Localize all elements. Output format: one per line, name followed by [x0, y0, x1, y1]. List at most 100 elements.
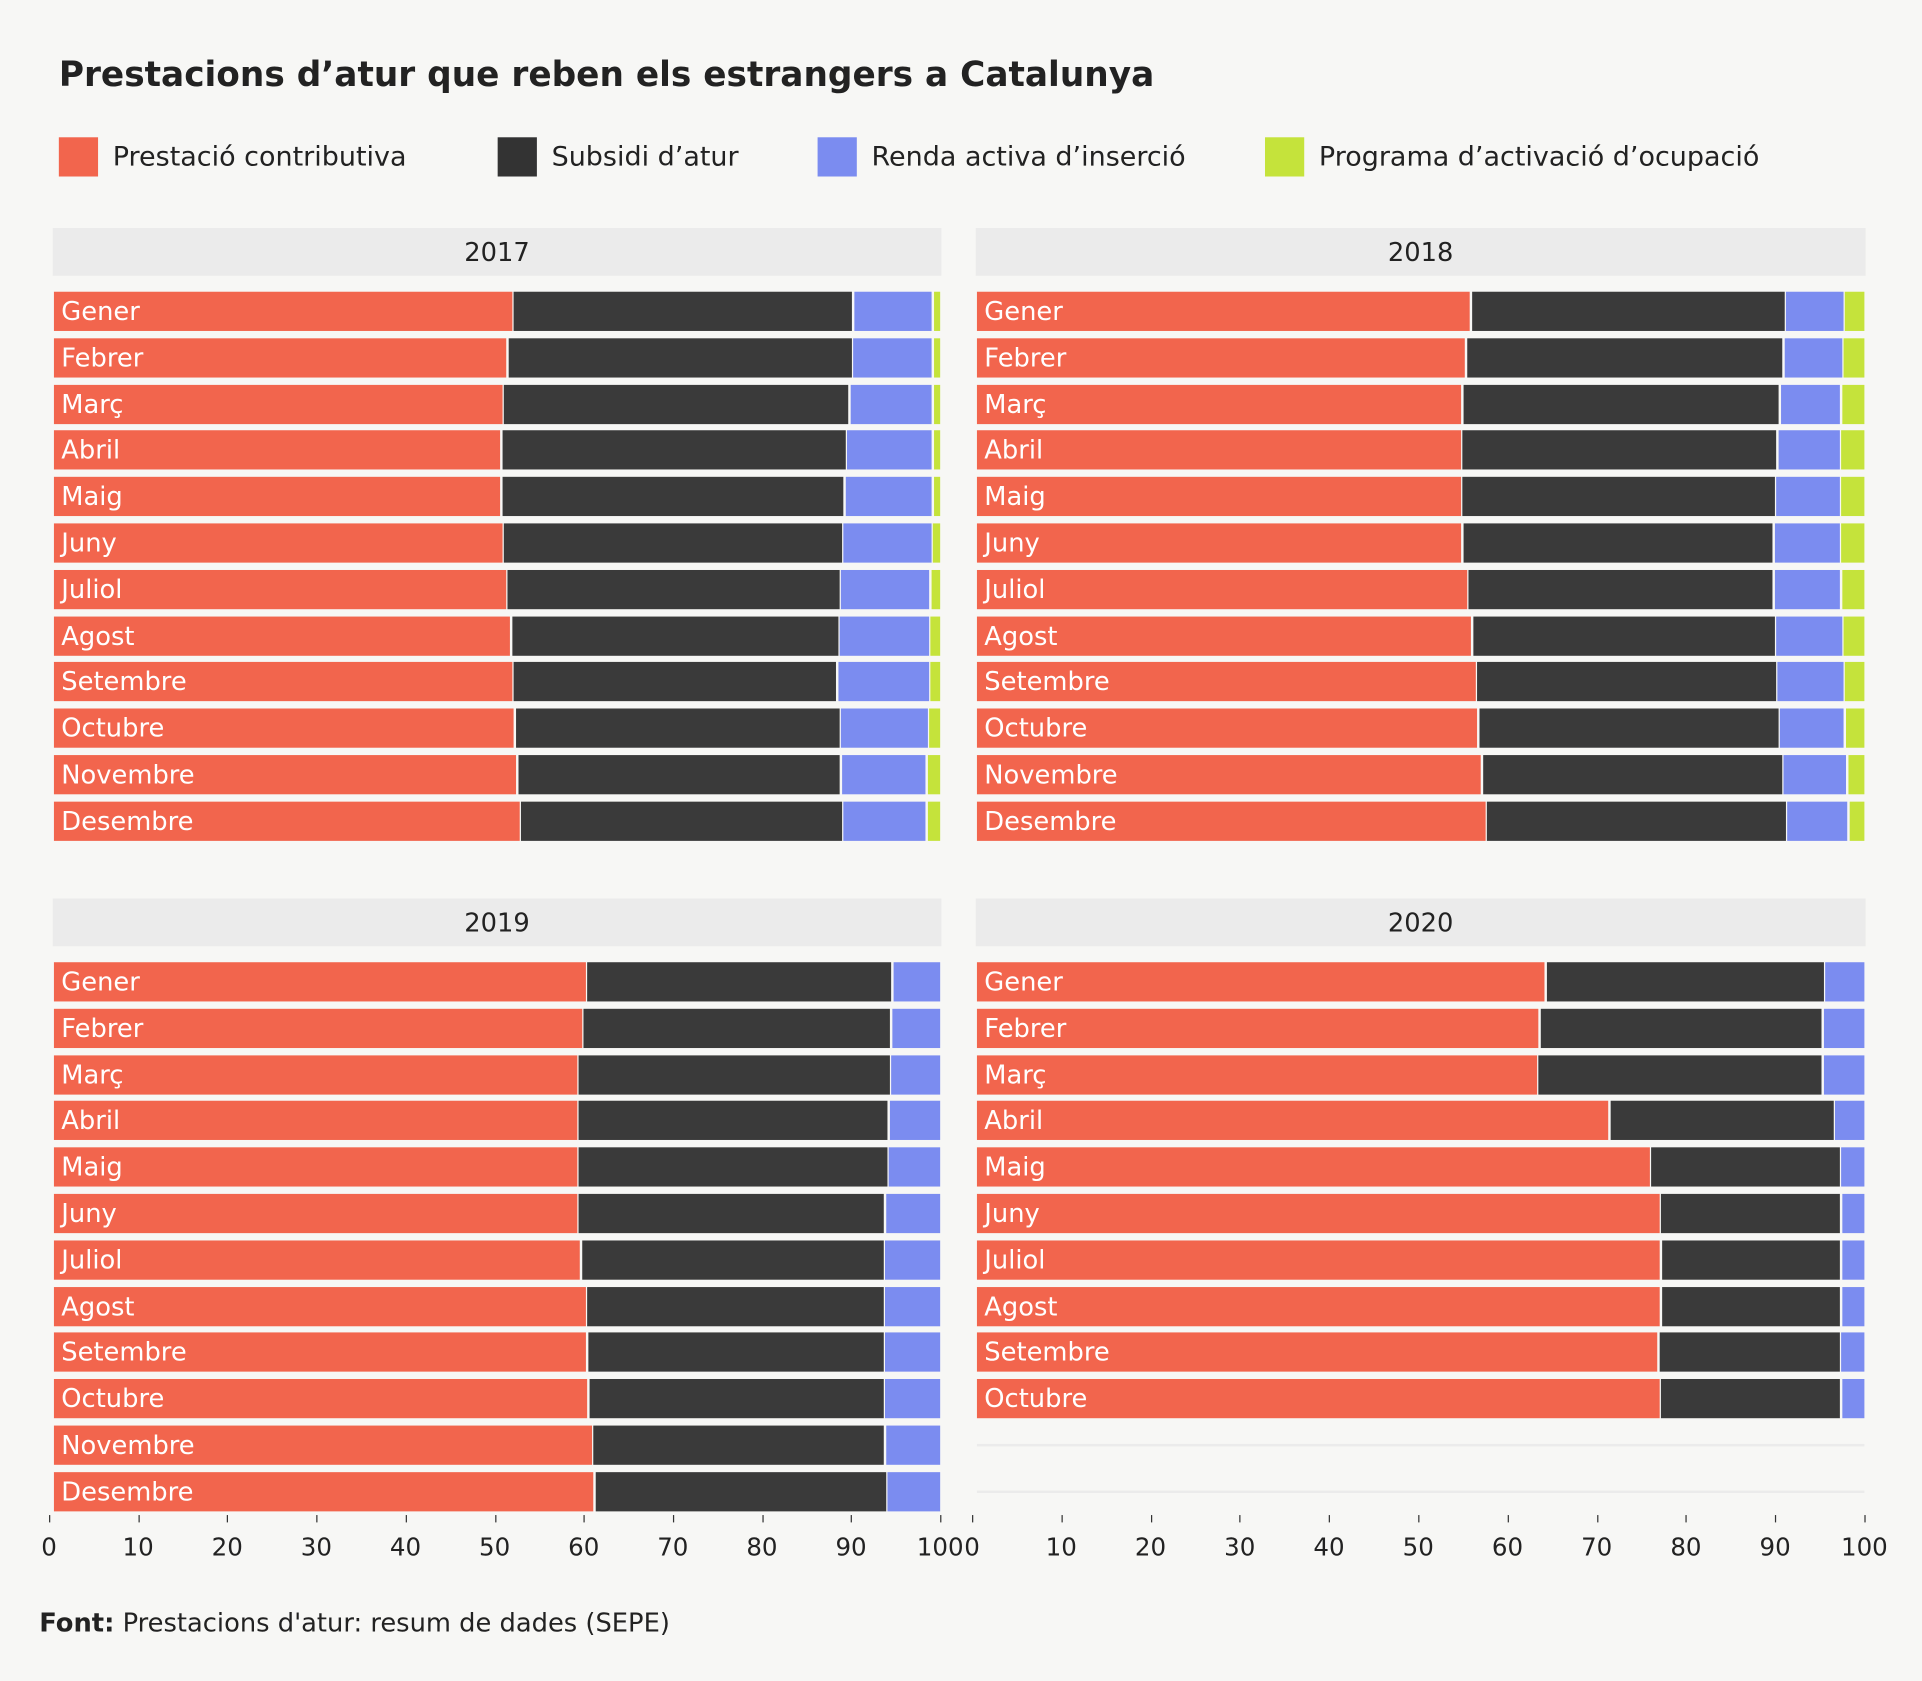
bar-prestacio-contributiva: [53, 1286, 586, 1326]
month-label: Desembre: [61, 1476, 194, 1507]
bar-prestacio-contributiva: [976, 1101, 1609, 1141]
x-tick-label: 80: [746, 1532, 778, 1562]
x-tick-label: 30: [300, 1532, 332, 1562]
bar-subsidi-atur: [1479, 708, 1779, 748]
month-label: Febrer: [61, 1013, 144, 1043]
bar-subsidi-atur: [1662, 1286, 1841, 1326]
month-label: Gener: [61, 296, 140, 327]
month-label: Maig: [61, 481, 123, 512]
month-label: Novembre: [61, 1430, 195, 1460]
bar-prestacio-contributiva: [976, 962, 1545, 1002]
bar-prestacio-contributiva: [53, 477, 501, 517]
source-text: Prestacions d'atur: resum de dades (SEPE…: [122, 1608, 670, 1638]
x-tick-label: 70: [1581, 1532, 1613, 1562]
bar-subsidi-atur: [593, 1425, 885, 1465]
bar-renda-activa: [840, 616, 929, 656]
x-tick-label: 40: [1313, 1532, 1345, 1562]
bar-programa-activacio: [1843, 338, 1865, 378]
panel-strip-2019: 2019: [52, 898, 942, 947]
x-tick: [227, 1515, 229, 1523]
bar-programa-activacio: [1842, 384, 1865, 424]
bar-renda-activa: [888, 1147, 941, 1187]
x-tick: [940, 1515, 942, 1523]
bar-programa-activacio: [933, 291, 941, 331]
bar-renda-activa: [1823, 1054, 1865, 1095]
bar-prestacio-contributiva: [53, 430, 501, 470]
bar-renda-activa: [1842, 1240, 1865, 1280]
month-label: Març: [984, 389, 1047, 419]
bar-subsidi-atur: [582, 1240, 884, 1280]
bar-renda-activa: [885, 1286, 941, 1326]
x-tick-label: 90: [835, 1532, 867, 1562]
month-label: Juliol: [984, 1245, 1046, 1275]
panel-strip-2017: 2017: [52, 227, 942, 276]
bar-renda-activa: [843, 801, 926, 841]
bar-subsidi-atur: [1468, 569, 1773, 609]
gridline: [976, 1490, 1865, 1493]
bar-prestacio-contributiva: [976, 755, 1481, 795]
bar-prestacio-contributiva: [976, 477, 1461, 517]
x-tick-label: 60: [1491, 1532, 1524, 1562]
bar-prestacio-contributiva: [53, 1379, 588, 1419]
bar-prestacio-contributiva: [53, 1332, 587, 1373]
bar-prestacio-contributiva: [53, 338, 507, 378]
bar-prestacio-contributiva: [53, 1471, 594, 1512]
month-label: Maig: [61, 1152, 123, 1182]
bar-subsidi-atur: [589, 1379, 884, 1419]
x-tick: [405, 1515, 407, 1523]
x-tick-label: 0: [41, 1532, 57, 1562]
month-label: Juliol: [61, 1245, 123, 1275]
panel-strip-2018: 2018: [975, 227, 1866, 276]
bar-subsidi-atur: [513, 662, 837, 702]
month-label: Juny: [984, 1198, 1040, 1229]
bar-subsidi-atur: [588, 1332, 884, 1373]
legend-swatch: [817, 137, 857, 177]
legend-label: Renda activa d’inserció: [871, 141, 1186, 173]
bar-renda-activa: [1780, 384, 1841, 424]
x-tick: [1596, 1515, 1598, 1523]
bar-programa-activacio: [931, 569, 941, 609]
x-tick: [583, 1515, 585, 1523]
month-label: Agost: [61, 620, 135, 651]
x-tick: [1328, 1515, 1331, 1523]
bar-subsidi-atur: [1477, 662, 1776, 702]
bar-renda-activa: [1784, 338, 1843, 378]
x-tick: [316, 1515, 318, 1523]
bar-renda-activa: [853, 338, 933, 378]
bar-programa-activacio: [1848, 755, 1865, 795]
bar-prestacio-contributiva: [53, 1008, 583, 1048]
bar-prestacio-contributiva: [53, 755, 517, 795]
x-tick-label: 0: [964, 1532, 980, 1562]
bar-subsidi-atur: [595, 1471, 887, 1512]
bar-programa-activacio: [930, 616, 941, 656]
bar-subsidi-atur: [513, 291, 853, 331]
bar-subsidi-atur: [1463, 384, 1780, 424]
month-label: Gener: [984, 967, 1063, 997]
x-tick: [494, 1515, 496, 1523]
month-label: Maig: [984, 481, 1046, 512]
bar-programa-activacio: [930, 662, 941, 702]
bar-renda-activa: [892, 1008, 941, 1048]
month-label: Octubre: [984, 713, 1088, 744]
bar-renda-activa: [1774, 523, 1840, 563]
bar-prestacio-contributiva: [53, 1240, 581, 1280]
bar-prestacio-contributiva: [53, 708, 514, 748]
bar-subsidi-atur: [1662, 1240, 1841, 1280]
bar-prestacio-contributiva: [53, 291, 513, 331]
bar-programa-activacio: [1841, 477, 1865, 517]
month-label: Abril: [984, 435, 1044, 466]
legend-label: Programa d’activació d’ocupació: [1318, 141, 1760, 173]
bar-prestacio-contributiva: [976, 1008, 1539, 1048]
bar-renda-activa: [845, 477, 933, 517]
x-tick: [972, 1515, 974, 1523]
bar-programa-activacio: [1841, 430, 1865, 470]
month-label: Juny: [61, 528, 117, 558]
bar-prestacio-contributiva: [976, 384, 1462, 424]
bar-prestacio-contributiva: [976, 616, 1472, 656]
bar-subsidi-atur: [1538, 1054, 1822, 1095]
bar-prestacio-contributiva: [53, 801, 520, 841]
bar-prestacio-contributiva: [53, 1193, 577, 1234]
bar-programa-activacio: [927, 755, 941, 795]
legend-item: Prestació contributiva: [58, 137, 407, 177]
x-tick-label: 10: [1045, 1532, 1077, 1562]
